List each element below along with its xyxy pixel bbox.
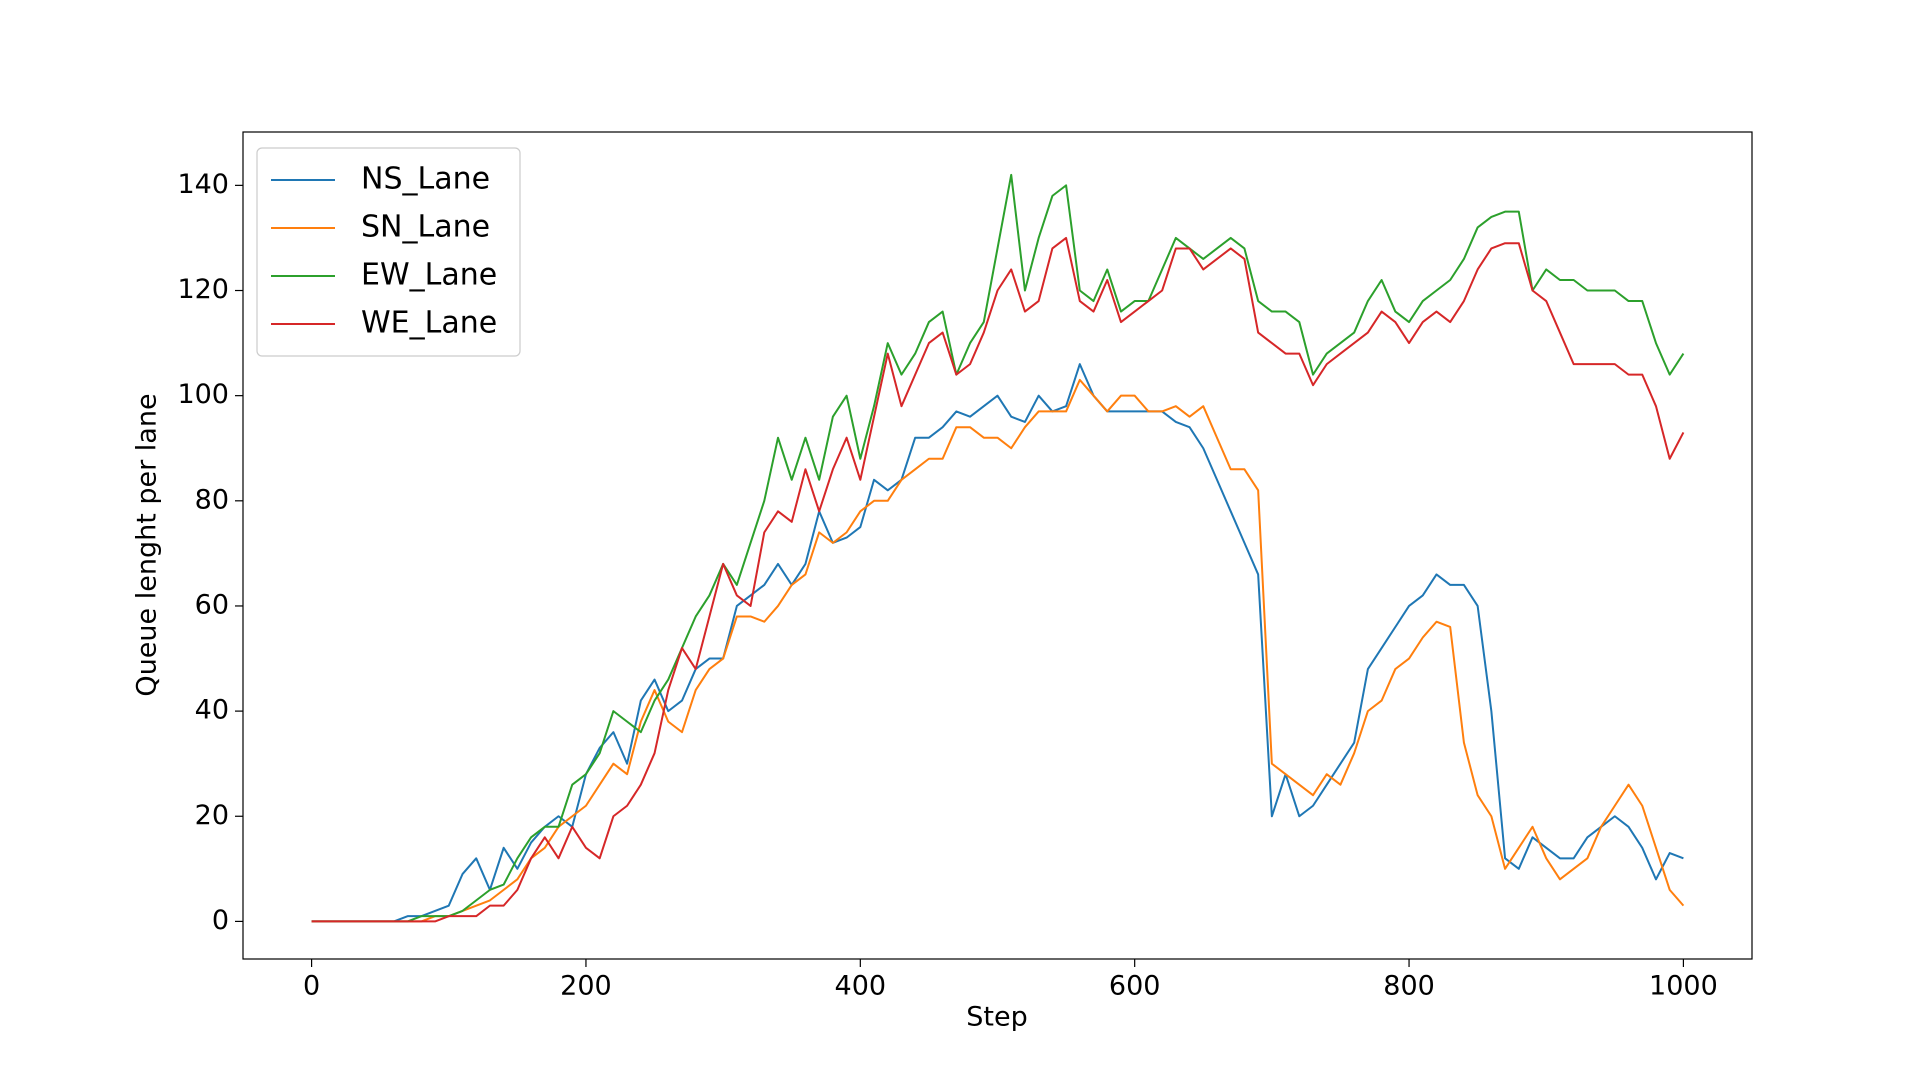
x-tick-label: 600: [1109, 971, 1161, 1002]
legend-label: WE_Lane: [361, 306, 497, 341]
legend-label: NS_Lane: [361, 162, 490, 197]
x-tick-label: 400: [835, 971, 887, 1002]
data-line: [311, 378, 1685, 923]
x-tick-label: 200: [560, 971, 612, 1002]
x-tick-label: 0: [303, 971, 320, 1002]
y-tick-label: 40: [195, 695, 229, 726]
y-tick-label: 0: [212, 905, 229, 936]
data-line: [311, 236, 1685, 923]
y-tick-label: 60: [195, 589, 229, 620]
x-axis-label: Step: [966, 1002, 1027, 1033]
legend: NS_Lane SN_Lane EW_Lane WE_Lane: [256, 147, 521, 357]
y-tick-label: 80: [195, 484, 229, 515]
y-tick-label: 140: [177, 169, 229, 200]
x-tick-label: 800: [1383, 971, 1435, 1002]
y-tick-label: 100: [177, 379, 229, 410]
y-tick-label: 20: [195, 800, 229, 831]
legend-label: EW_Lane: [361, 258, 497, 293]
x-tick-label: 1000: [1649, 971, 1718, 1002]
data-line: [311, 173, 1685, 923]
legend-label: SN_Lane: [361, 210, 490, 245]
y-axis-label: Queue lenght per lane: [132, 393, 163, 696]
legend-box: [256, 147, 521, 357]
y-tick-label: 120: [177, 274, 229, 305]
data-line: [311, 363, 1684, 923]
plot-frame: [242, 131, 1753, 960]
